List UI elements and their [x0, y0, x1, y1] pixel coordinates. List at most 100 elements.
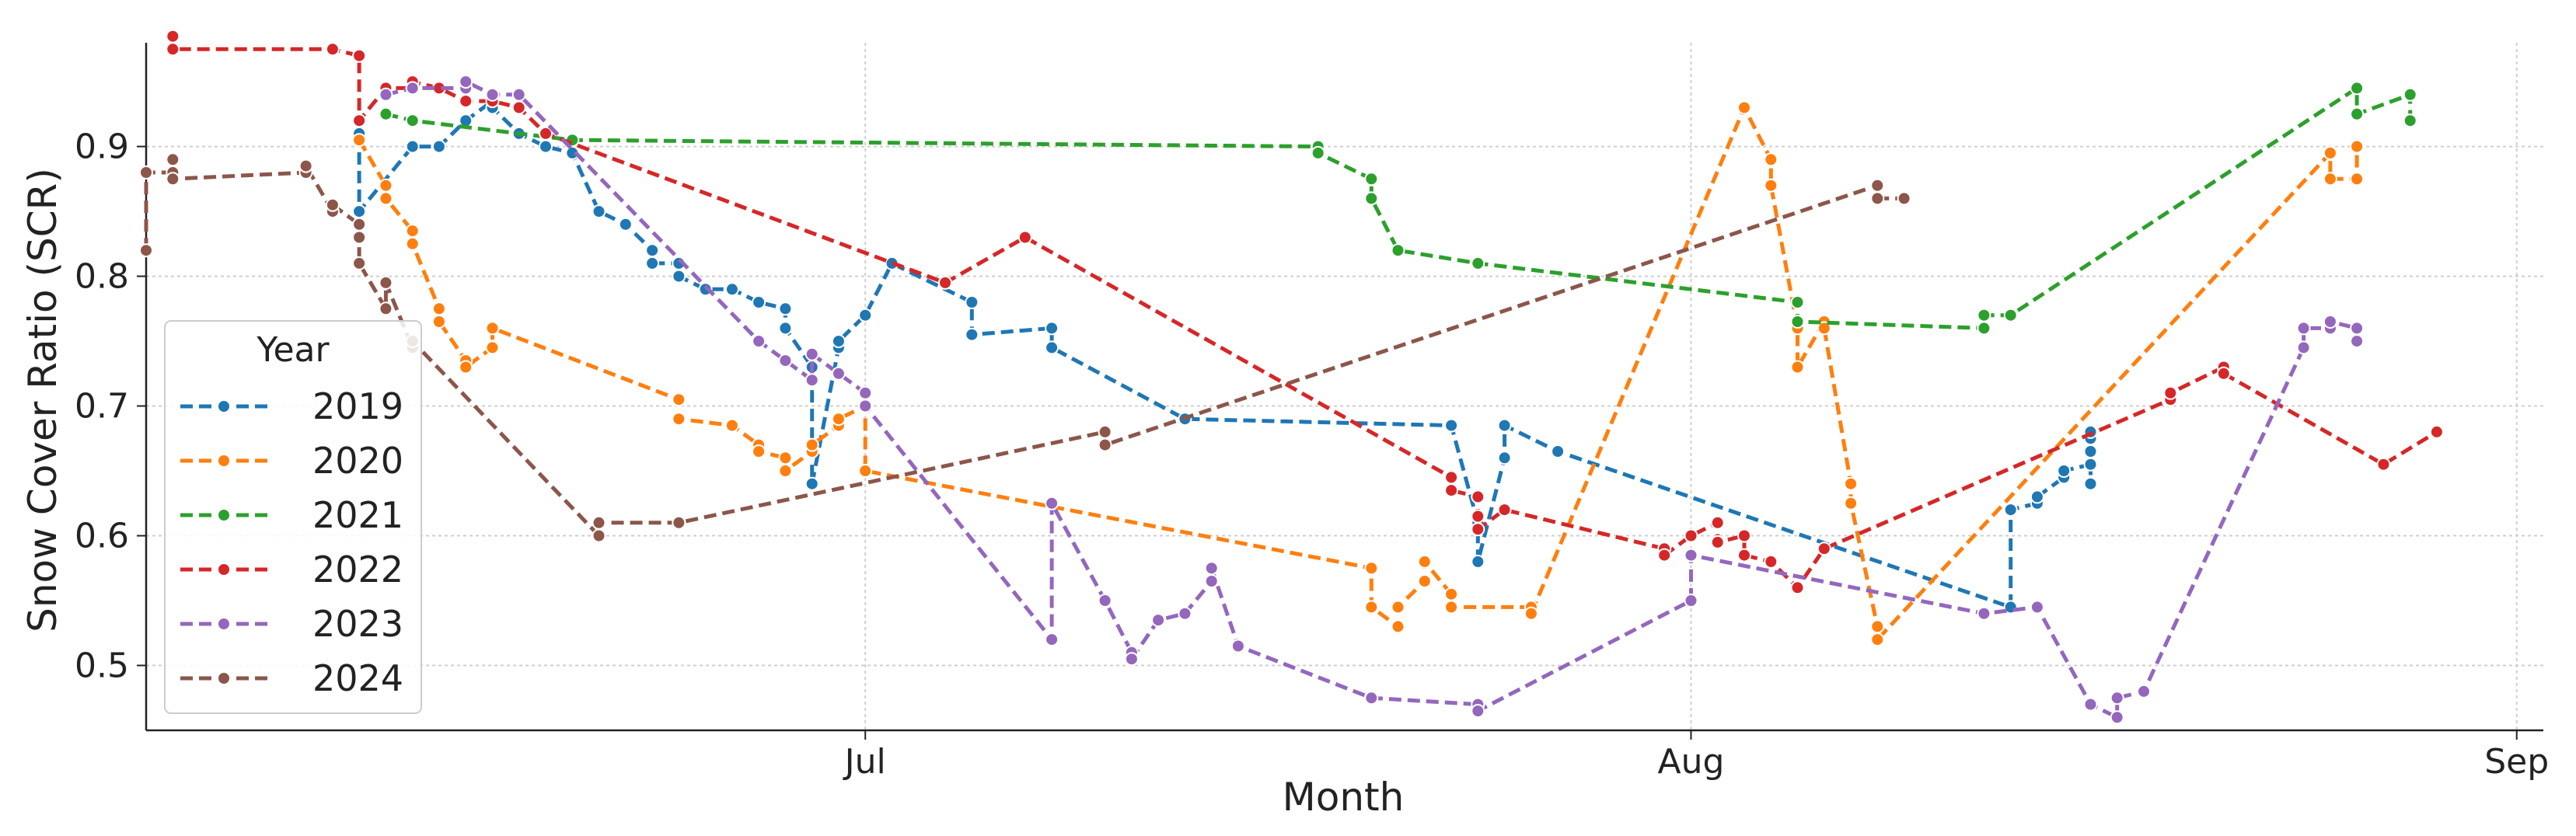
legend-item-2024: 2024: [180, 657, 403, 699]
legend-marker: [217, 617, 231, 631]
data-point-2020: [1764, 152, 1778, 167]
data-point-2024: [1098, 437, 1112, 452]
x-tick-label: Sep: [2484, 742, 2549, 782]
data-point-2019: [645, 243, 660, 258]
data-point-2019: [831, 334, 846, 349]
data-point-2019: [2057, 464, 2072, 478]
data-point-2019: [2083, 476, 2098, 491]
legend-box: [164, 320, 422, 714]
data-point-2020: [1870, 619, 1885, 634]
data-point-2022: [2376, 457, 2391, 472]
data-point-2024: [1897, 191, 1911, 206]
data-point-2024: [139, 243, 153, 258]
data-point-2024: [352, 230, 367, 245]
data-point-2021: [2350, 106, 2365, 121]
data-point-2022: [511, 100, 526, 115]
data-point-2020: [805, 437, 819, 452]
data-point-2021: [1364, 172, 1379, 186]
data-point-2022: [539, 126, 553, 141]
series-2020: [352, 100, 2365, 647]
data-point-2023: [2296, 340, 2311, 355]
data-point-2022: [938, 275, 952, 290]
data-point-2019: [1444, 418, 1459, 433]
legend-item-2022: 2022: [180, 549, 403, 590]
data-point-2020: [672, 412, 686, 427]
data-point-2023: [1045, 496, 1059, 510]
data-point-2021: [1391, 243, 1405, 258]
data-point-2023: [1471, 704, 1485, 718]
data-point-2019: [778, 321, 793, 336]
data-point-2022: [2216, 366, 2231, 381]
data-point-2022: [459, 94, 473, 109]
data-point-2022: [1790, 580, 1805, 595]
y-tick-label: 0.9: [75, 127, 129, 167]
legend-label: 2019: [312, 385, 403, 427]
data-point-2022: [1737, 548, 1751, 563]
data-point-2024: [1870, 191, 1885, 206]
series-2022: [166, 29, 2444, 595]
data-point-2021: [405, 113, 420, 128]
data-point-2020: [1417, 574, 1432, 588]
data-point-2020: [485, 340, 500, 355]
data-point-2019: [1497, 451, 1512, 465]
x-tick-label: Jul: [843, 742, 886, 782]
data-point-2024: [352, 256, 367, 270]
y-tick-label: 0.8: [75, 257, 129, 297]
data-point-2024: [325, 197, 340, 212]
data-point-2024: [379, 275, 393, 290]
data-point-2023: [459, 75, 473, 89]
data-point-2023: [379, 87, 393, 102]
legend-title: Year: [256, 330, 330, 370]
data-point-2022: [1497, 503, 1512, 517]
data-point-2022: [2429, 424, 2444, 439]
data-point-2020: [459, 360, 473, 374]
data-point-2020: [352, 133, 367, 148]
legend-item-2019: 2019: [180, 385, 403, 427]
data-point-2023: [2110, 710, 2124, 725]
legend-label: 2024: [312, 657, 403, 699]
data-point-2020: [1524, 606, 1538, 621]
data-point-2021: [2403, 113, 2417, 128]
data-point-2020: [1790, 360, 1805, 374]
data-point-2023: [1204, 574, 1219, 588]
data-point-2020: [431, 301, 446, 316]
y-tick-label: 0.7: [75, 387, 129, 427]
data-point-2023: [1230, 639, 1245, 653]
data-point-2023: [2350, 321, 2365, 336]
data-point-2023: [2030, 600, 2044, 615]
legend-marker: [217, 563, 231, 576]
data-point-2022: [1444, 483, 1459, 498]
data-point-2022: [1710, 515, 1725, 530]
axes: [145, 43, 2543, 732]
data-point-2023: [2296, 321, 2311, 336]
data-point-2022: [166, 42, 180, 57]
data-point-2023: [1684, 594, 1698, 608]
data-point-2020: [379, 191, 393, 206]
data-point-2020: [1364, 561, 1379, 576]
data-point-2023: [2083, 697, 2098, 712]
data-point-2020: [2350, 139, 2365, 154]
data-point-2020: [1870, 632, 1885, 647]
data-point-2023: [2323, 315, 2337, 329]
data-point-2020: [1417, 554, 1432, 569]
data-point-2019: [805, 476, 819, 491]
data-point-2024: [298, 158, 313, 173]
data-point-2020: [405, 236, 420, 251]
data-point-2024: [1098, 424, 1112, 439]
series-2021: [379, 81, 2417, 336]
data-point-2019: [1551, 444, 1565, 458]
data-point-2024: [592, 515, 606, 530]
data-point-2023: [778, 354, 793, 368]
legend-item-2021: 2021: [180, 494, 403, 536]
data-point-2022: [1471, 489, 1485, 504]
data-point-2022: [1710, 535, 1725, 549]
data-point-2022: [352, 113, 367, 128]
data-point-2022: [1471, 522, 1485, 537]
data-point-2019: [539, 139, 553, 154]
series-line-2019: [357, 99, 2093, 609]
data-point-2022: [1684, 528, 1698, 543]
data-point-2020: [1737, 100, 1751, 115]
data-point-2020: [752, 444, 766, 458]
data-point-2019: [405, 139, 420, 154]
